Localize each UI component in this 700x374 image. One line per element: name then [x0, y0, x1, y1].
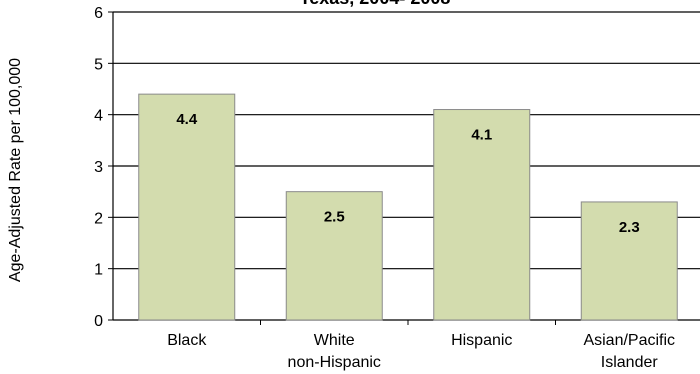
y-tick-label: 0	[94, 313, 103, 330]
plot-area: 0 1 2 3 4 5 6 4.4 Black 2.5 White non-Hispanic 4.1 Hi…	[94, 5, 700, 371]
y-axis-label: Age-Adjusted Rate per 100,000	[7, 58, 24, 282]
bar	[433, 109, 531, 321]
y-tick-label: 1	[94, 262, 103, 279]
data-label: 4.1	[471, 127, 492, 144]
category-label: Asian/Pacific Islander	[583, 332, 675, 371]
bar	[138, 93, 236, 321]
data-label: 4.4	[176, 111, 198, 128]
category-label: White non-Hispanic	[288, 332, 381, 371]
data-label: 2.5	[324, 209, 345, 226]
data-label: 2.3	[619, 219, 640, 236]
y-tick-label: 2	[94, 210, 103, 227]
y-tick-label: 6	[94, 5, 103, 22]
category-label: Black	[167, 332, 207, 349]
y-tick-label: 4	[94, 108, 103, 125]
y-tick-label: 5	[94, 56, 103, 73]
chart-title: Texas, 2004- 2008	[300, 0, 451, 8]
category-label: Hispanic	[451, 332, 512, 349]
bar	[285, 191, 383, 321]
bar	[580, 201, 678, 321]
y-tick-label: 3	[94, 159, 103, 176]
